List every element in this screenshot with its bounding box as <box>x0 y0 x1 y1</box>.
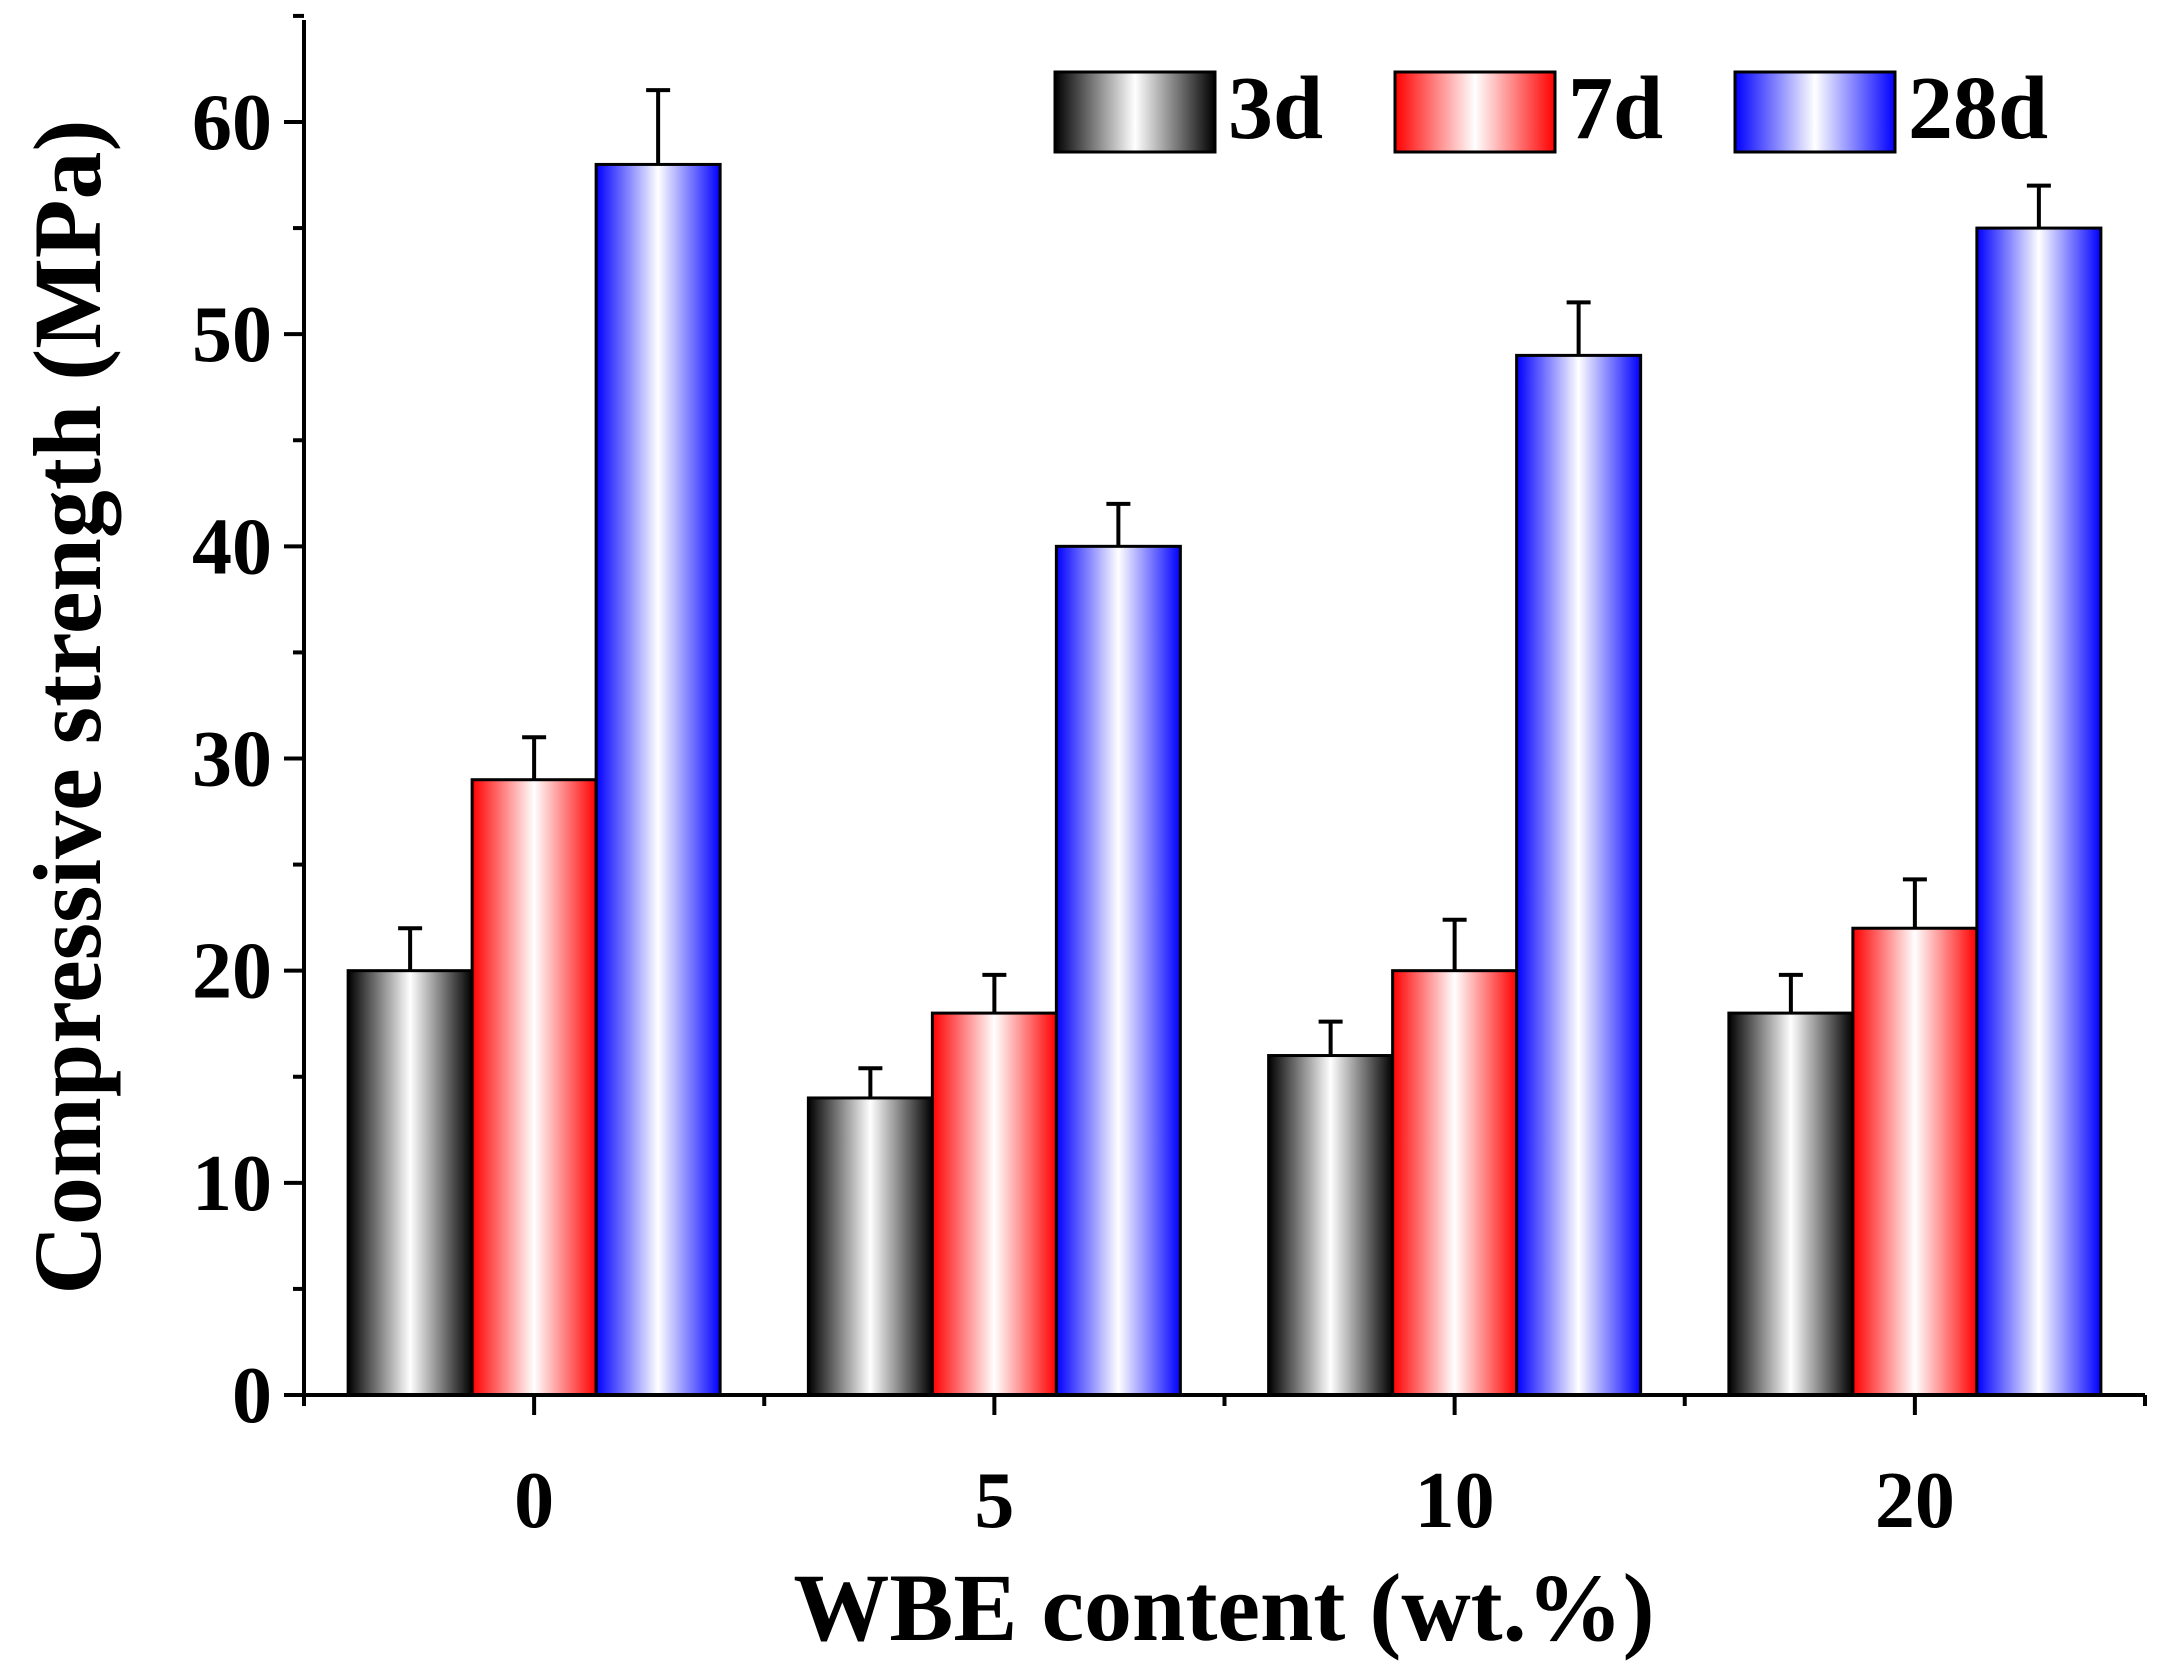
legend-swatch-7d <box>1393 70 1557 154</box>
bar-3d-wbe-0 <box>346 969 474 1397</box>
y-tick-label-60: 60 <box>192 79 272 167</box>
bar-28d-wbe-10 <box>1515 353 1643 1397</box>
bar-7d-wbe-0 <box>470 778 598 1397</box>
error-bars-layer <box>398 88 2051 1098</box>
legend-swatch-3d <box>1053 70 1217 154</box>
legend-label-7d: 7d <box>1568 59 1663 158</box>
y-tick-label-10: 10 <box>192 1140 272 1228</box>
y-tick-label-20: 20 <box>192 928 272 1016</box>
bar-28d-wbe-20 <box>1975 226 2103 1397</box>
x-tick-label-20: 20 <box>1875 1457 1955 1545</box>
y-tick-label-40: 40 <box>192 503 272 591</box>
y-tick-label-30: 30 <box>192 716 272 804</box>
x-tick-label-0: 0 <box>514 1457 554 1545</box>
bar-3d-wbe-20 <box>1727 1011 1855 1397</box>
y-ticks-layer: 0 10 20 30 40 50 60 <box>192 13 304 1440</box>
legend-label-28d: 28d <box>1908 59 2048 158</box>
y-tick-label-0: 0 <box>232 1352 272 1440</box>
x-ticks-layer: 0 5 10 20 <box>302 1395 2147 1545</box>
x-tick-label-5: 5 <box>974 1457 1014 1545</box>
bar-7d-wbe-5 <box>930 1011 1058 1397</box>
x-tick-label-10: 10 <box>1415 1457 1495 1545</box>
bar-7d-wbe-10 <box>1391 969 1519 1397</box>
bar-7d-wbe-20 <box>1851 926 1979 1397</box>
bar-28d-wbe-0 <box>594 162 722 1397</box>
x-axis-title: WBE content (wt.%) <box>793 1554 1654 1661</box>
bar-3d-wbe-10 <box>1267 1054 1395 1397</box>
bar-28d-wbe-5 <box>1054 544 1182 1397</box>
legend-label-3d: 3d <box>1228 59 1323 158</box>
legend: 3d 7d 28d <box>1053 59 2048 158</box>
legend-swatch-28d <box>1733 70 1897 154</box>
bar-3d-wbe-5 <box>806 1096 934 1397</box>
bars-layer <box>346 162 2103 1397</box>
y-axis-title: Compressive strength (MPa) <box>14 120 121 1295</box>
y-tick-label-50: 50 <box>192 291 272 379</box>
